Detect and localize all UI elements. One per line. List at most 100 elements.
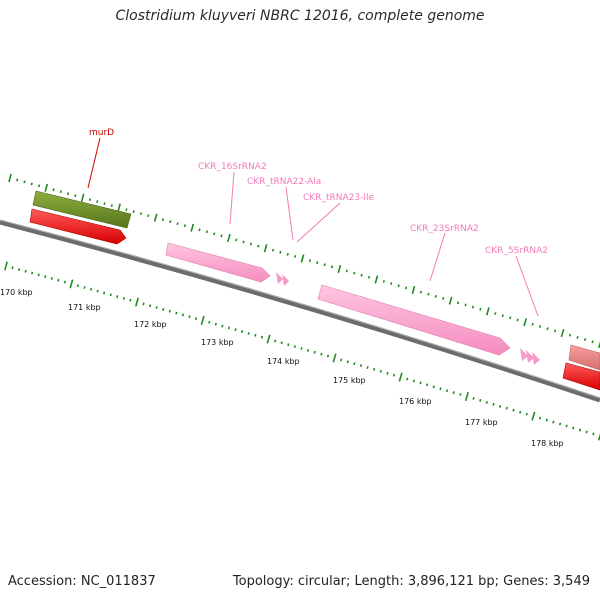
inner-ring-tick <box>386 371 389 375</box>
outer-ring-tick <box>161 218 165 222</box>
inner-ring-tick <box>459 393 462 396</box>
outer-ring-tick <box>374 275 379 284</box>
feature-right-salmon[interactable] <box>568 344 600 371</box>
inner-ring-tick <box>83 286 86 289</box>
inner-scale-ring <box>4 261 600 441</box>
inner-ring-tick <box>320 352 323 356</box>
outer-ring-tick <box>598 341 600 349</box>
inner-ring-tick <box>17 268 21 272</box>
outer-ring-tick <box>23 180 26 184</box>
feature-right-red[interactable] <box>562 362 600 391</box>
outer-ring-tick <box>471 305 475 309</box>
outer-ring-tick <box>316 261 319 265</box>
outer-ring-tick <box>139 212 143 215</box>
inner-ring-tick <box>552 420 555 424</box>
outer-ring-tick <box>568 333 572 337</box>
outer-ring-tick <box>576 335 579 339</box>
trna-ala-arrow[interactable] <box>276 272 283 284</box>
label-trna-ile[interactable]: CKR_tRNA23-Ile <box>303 193 374 203</box>
gene-murD-cds-arrow[interactable] <box>29 208 127 245</box>
trna-ile-arrow[interactable] <box>282 274 289 286</box>
gene-murD-green-bar[interactable] <box>32 190 132 229</box>
inner-ring-tick <box>525 412 528 416</box>
inner-ring-tick <box>24 269 27 273</box>
outer-ring-tick <box>227 233 231 243</box>
inner-ring-tick <box>531 411 536 421</box>
outer-ring-tick <box>427 292 430 296</box>
label-23s-rrna[interactable]: CKR_23SrRNA2 <box>410 224 479 234</box>
inner-ring-tick <box>479 398 482 402</box>
inner-ring-tick <box>89 287 93 291</box>
outer-ring-tick <box>103 202 106 205</box>
outer-ring-tick <box>553 329 557 333</box>
inner-ring-tick <box>519 410 522 414</box>
outer-ring-tick <box>8 173 12 183</box>
outer-ring-tick <box>52 188 55 192</box>
inner-ring-tick <box>597 433 600 441</box>
outer-ring-tick <box>353 271 356 275</box>
outer-ring-tick <box>88 198 92 202</box>
tick-label-176: 176 kbp <box>399 397 432 406</box>
outer-ring-tick <box>183 224 186 228</box>
label-5s-rrna[interactable]: CKR_5SrRNA2 <box>485 246 548 256</box>
rrna-23s-arrow[interactable] <box>317 284 511 356</box>
inner-ring-tick <box>332 353 337 363</box>
inner-ring-tick <box>69 279 74 289</box>
outer-ring-tick <box>464 303 467 307</box>
outer-ring-tick <box>583 338 587 342</box>
outer-ring-tick <box>37 184 41 188</box>
rrna-16s-arrow[interactable] <box>165 242 271 283</box>
inner-ring-tick <box>472 396 475 400</box>
outer-ring-tick <box>501 314 504 318</box>
outer-ring-tick <box>485 307 490 316</box>
inner-ring-tick <box>572 426 575 430</box>
inner-ring-tick <box>234 328 237 332</box>
outer-ring-tick <box>531 322 534 326</box>
outer-ring-tick <box>494 312 497 315</box>
outer-ring-tick <box>44 183 49 192</box>
tick-label-172: 172 kbp <box>134 320 167 329</box>
inner-ring-tick <box>200 315 205 326</box>
label-murD[interactable]: murD <box>89 128 114 138</box>
label-16s-rrna[interactable]: CKR_16SrRNA2 <box>198 162 267 172</box>
outer-ring-tick <box>560 328 565 338</box>
inner-ring-tick <box>103 291 106 295</box>
rrna-5s-arrow-2[interactable] <box>526 350 534 363</box>
outer-ring-tick <box>539 325 542 328</box>
inner-ring-tick <box>585 430 588 434</box>
kbp-labels: 170 kbp 171 kbp 172 kbp 173 kbp 174 kbp … <box>0 288 564 448</box>
outer-ring-tick <box>80 193 85 202</box>
outer-ring-tick <box>546 327 549 331</box>
outer-ring-tick <box>300 254 305 263</box>
outer-ring-tick <box>360 273 363 277</box>
outer-ring-tick <box>132 210 135 213</box>
inner-ring-tick <box>168 309 171 313</box>
inner-ring-tick <box>57 278 60 282</box>
inner-ring-tick <box>175 311 178 315</box>
inner-ring-tick <box>499 404 502 408</box>
outer-tick-ring <box>8 173 600 349</box>
rrna-5s-arrow-3[interactable] <box>532 352 540 365</box>
outer-ring-tick <box>308 259 311 263</box>
inner-ring-tick <box>155 306 158 309</box>
label-trna-ala[interactable]: CKR_tRNA22-Ala <box>247 177 321 187</box>
inner-ring-tick <box>485 400 488 404</box>
inner-ring-tick <box>208 320 211 324</box>
genome-summary: Topology: circular; Length: 3,896,121 bp… <box>232 574 590 589</box>
ile-leader <box>296 202 341 243</box>
outer-ring-tick <box>176 222 179 226</box>
inner-ring-tick <box>116 295 119 299</box>
inner-ring-tick <box>353 362 356 366</box>
tick-label-177: 177 kbp <box>465 418 498 427</box>
outer-ring-tick <box>323 263 326 267</box>
outer-ring-tick <box>263 244 268 253</box>
inner-ring-tick <box>439 387 442 391</box>
inner-ring-tick <box>538 416 542 420</box>
inner-ring-tick <box>340 358 343 362</box>
rrna-5s-arrow-1[interactable] <box>520 348 528 361</box>
inner-ring-tick <box>50 277 53 280</box>
inner-ring-tick <box>452 391 455 395</box>
inner-ring-tick <box>505 406 508 410</box>
inner-ring-tick <box>260 335 264 339</box>
